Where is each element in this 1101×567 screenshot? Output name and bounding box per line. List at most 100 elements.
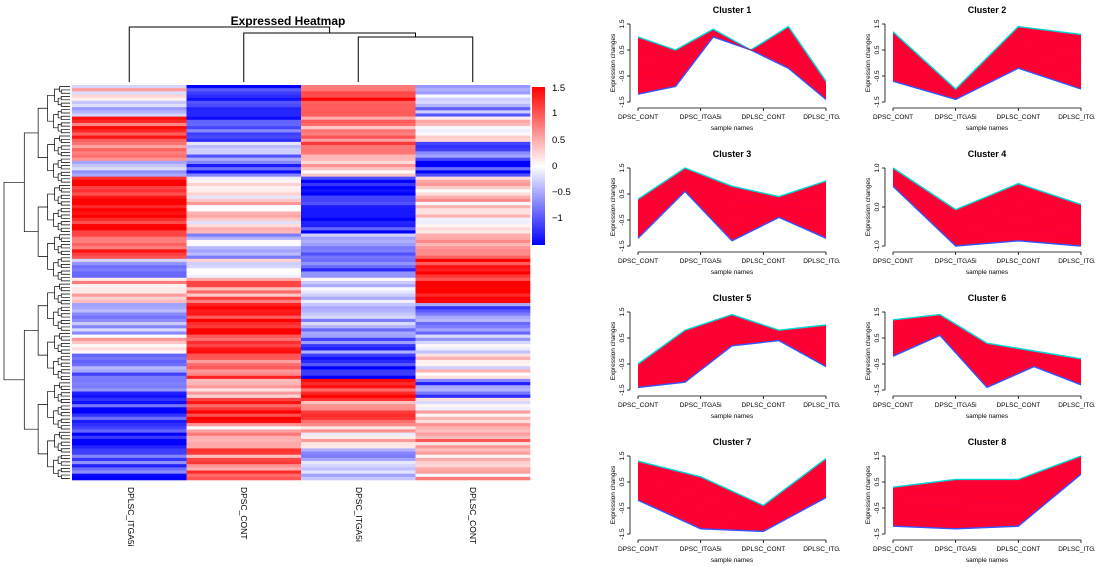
lower-boundary-line (892, 67, 1082, 101)
heatmap-cell (72, 461, 187, 465)
expression-band (893, 168, 1081, 246)
x-tick-label: DPLSC_CONT (996, 402, 1040, 409)
heatmap-cell (186, 435, 302, 440)
dendrogram-branch (60, 178, 70, 183)
heatmap-cell (415, 464, 531, 468)
heatmap-cell (186, 129, 302, 133)
heatmap-cell (72, 391, 187, 395)
y-tick-label: 0.5 (874, 477, 881, 486)
x-tick-label: DPLSC_ITGA5i (1058, 258, 1095, 265)
dendrogram-branch (60, 214, 70, 219)
dendrogram-branch (59, 234, 70, 241)
heatmap-cell (415, 145, 531, 149)
heatmap-cell (72, 103, 187, 108)
heatmap-cell (72, 119, 187, 124)
heatmap-cell (301, 208, 416, 212)
heatmap-cell (301, 429, 416, 433)
dendrogram-branch (357, 36, 474, 82)
x-tick-label: DPLSC_ITGA5i (803, 546, 840, 553)
x-tick-label: DPLSC_CONT (996, 546, 1040, 553)
y-tick-label: 0.5 (874, 333, 881, 342)
heatmap-cell (301, 435, 416, 440)
y-tick-label: -1.5 (619, 528, 626, 540)
dendrogram-branch (53, 410, 59, 425)
x-axis-label: sample names (966, 125, 1009, 132)
dendrogram-branch (47, 440, 55, 468)
heatmap-cell (72, 401, 187, 405)
dendrogram-branch (60, 264, 70, 269)
x-tick-label: DPLSC_CONT (741, 402, 785, 409)
y-axis-label: Expression changes (865, 33, 872, 92)
y-tick-label: 0.5 (619, 477, 626, 486)
y-tick-label: 1.5 (619, 307, 626, 316)
heatmap-cell (415, 236, 531, 241)
heatmap-cell (186, 416, 302, 421)
heatmap-cell (301, 230, 416, 234)
heatmap-cell (186, 337, 302, 342)
heatmap-cell (186, 394, 302, 399)
cluster-title: Cluster 5 (713, 293, 752, 303)
heatmap-cell (72, 419, 187, 424)
heatmap-cell (186, 423, 302, 427)
heatmap-cell (301, 192, 416, 196)
heatmap-cell (301, 467, 416, 471)
x-axis-label: sample names (966, 269, 1009, 276)
heatmap-cell (72, 356, 187, 361)
heatmap-cell (72, 138, 187, 143)
heatmap-cell (301, 378, 416, 383)
heatmap-cell (186, 391, 302, 395)
heatmap-cell (415, 274, 531, 279)
heatmap-cell (301, 271, 416, 275)
dendrogram-branch (60, 152, 70, 157)
dendrogram-branch (57, 272, 62, 280)
profile-line (637, 32, 827, 91)
heatmap-cell (415, 233, 531, 237)
x-tick-label: DPSC_ITGA5i (680, 546, 722, 553)
heatmap-cell (415, 167, 531, 171)
y-tick-label: -1.0 (874, 240, 881, 252)
y-tick-label: -1.5 (619, 384, 626, 396)
dendrogram-branch (23, 132, 39, 233)
dendrogram-branch (60, 343, 70, 348)
dendrogram-branch (60, 270, 70, 275)
heatmap-cell (301, 451, 416, 456)
heatmap-cell (301, 407, 416, 411)
heatmap-cell (415, 476, 531, 481)
dendrogram-branch (60, 227, 70, 232)
heatmap-cell (301, 410, 416, 414)
lower-boundary-line (637, 36, 827, 100)
heatmap-cell (186, 385, 302, 389)
cluster-title: Cluster 8 (968, 437, 1007, 447)
dendrogram-branch (60, 208, 70, 213)
heatmap-cell (301, 85, 416, 89)
heatmap-cell (186, 186, 302, 190)
heatmap-cell (415, 325, 531, 329)
heatmap-cell (415, 451, 531, 456)
x-tick-label: DPLSC_CONT (996, 114, 1040, 121)
heatmap-cell (186, 88, 302, 92)
heatmap-cell (415, 107, 531, 111)
dendrogram-branch (60, 257, 70, 262)
heatmap-cell (415, 151, 531, 155)
heatmap-cell (415, 198, 531, 203)
heatmap-cell (415, 356, 531, 361)
x-axis-label: sample names (966, 413, 1009, 420)
heatmap-cell (415, 426, 531, 430)
heatmap-cell (415, 176, 531, 181)
heatmap-cell (301, 318, 416, 323)
heatmap-cell (186, 164, 302, 168)
heatmap-cell (72, 322, 187, 326)
heatmap-cell (186, 461, 302, 465)
y-tick-label: 0.5 (874, 45, 881, 54)
heatmap-cell (72, 287, 187, 291)
heatmap-cell (186, 239, 302, 244)
heatmap-cell (72, 265, 187, 269)
heatmap-cell (186, 265, 302, 269)
heatmap-cell (301, 397, 416, 402)
heatmap-cell (72, 442, 187, 446)
heatmap-cell (72, 369, 187, 373)
heatmap-cell (301, 179, 416, 184)
heatmap-cell (301, 103, 416, 108)
